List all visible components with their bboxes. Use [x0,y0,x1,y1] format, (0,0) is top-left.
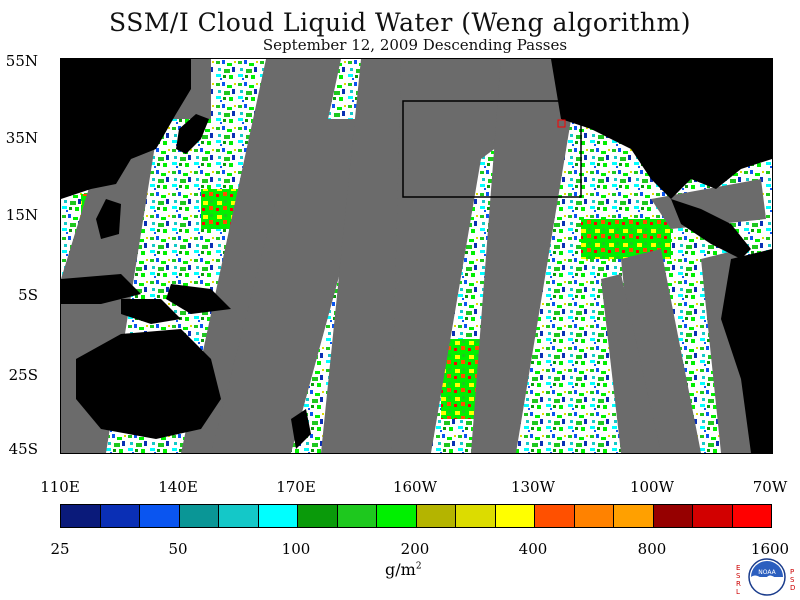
colorbar-segment [298,505,338,527]
no-data-swaths [61,59,766,453]
colorbar-units: g/m2 [385,560,422,579]
lon-label-140e: 140E [158,478,198,496]
lon-label-170e: 170E [276,478,316,496]
colorbar-segment [219,505,259,527]
colorbar-segment [337,505,377,527]
colorbar-segment [535,505,575,527]
lon-label-110e: 110E [40,478,80,496]
colorbar-segment [495,505,535,527]
page-subtitle: September 12, 2009 Descending Passes [262,36,568,54]
colorbar-tick-800: 800 [637,540,667,558]
cloud-water-map [60,58,773,454]
colorbar-segment [179,505,219,527]
colorbar-segment [732,505,771,527]
noaa-logo: E S R L NOAA P S D [736,556,796,600]
colorbar-segment [61,505,101,527]
map-canvas [61,59,772,453]
colorbar-segment [416,505,456,527]
region-box [402,100,582,198]
land-masses [61,59,772,453]
lat-label-35n: 35N [5,129,38,147]
colorbar-segment [100,505,140,527]
colorbar-segment [614,505,654,527]
colorbar-segment [140,505,180,527]
lon-label-100w: 100W [629,478,675,496]
lon-label-160w: 160W [392,478,438,496]
colorbar-segment [377,505,417,527]
colorbar-tick-25: 25 [50,540,70,558]
colorbar-segment [693,505,733,527]
colorbar-segment [456,505,496,527]
colorbar-segment [653,505,693,527]
lat-label-15n: 15N [5,206,38,224]
colorbar-tick-100: 100 [281,540,311,558]
site-marker [557,119,566,128]
colorbar [60,504,772,528]
lat-label-45s: 45S [8,440,38,458]
lon-label-70w: 70W [752,478,788,496]
lat-label-25s: 25S [8,366,38,384]
colorbar-segment [574,505,614,527]
colorbar-tick-200: 200 [400,540,430,558]
colorbar-tick-50: 50 [168,540,188,558]
colorbar-tick-400: 400 [518,540,548,558]
colorbar-tick-1600: 1600 [750,540,790,558]
colorbar-segment [258,505,298,527]
noaa-emblem-icon: NOAA [748,558,786,596]
lon-label-130w: 130W [510,478,556,496]
lat-label-55n: 55N [5,52,38,70]
page-title: SSM/I Cloud Liquid Water (Weng algorithm… [109,8,691,37]
svg-text:NOAA: NOAA [758,569,776,576]
lat-label-5s: 5S [18,286,38,304]
